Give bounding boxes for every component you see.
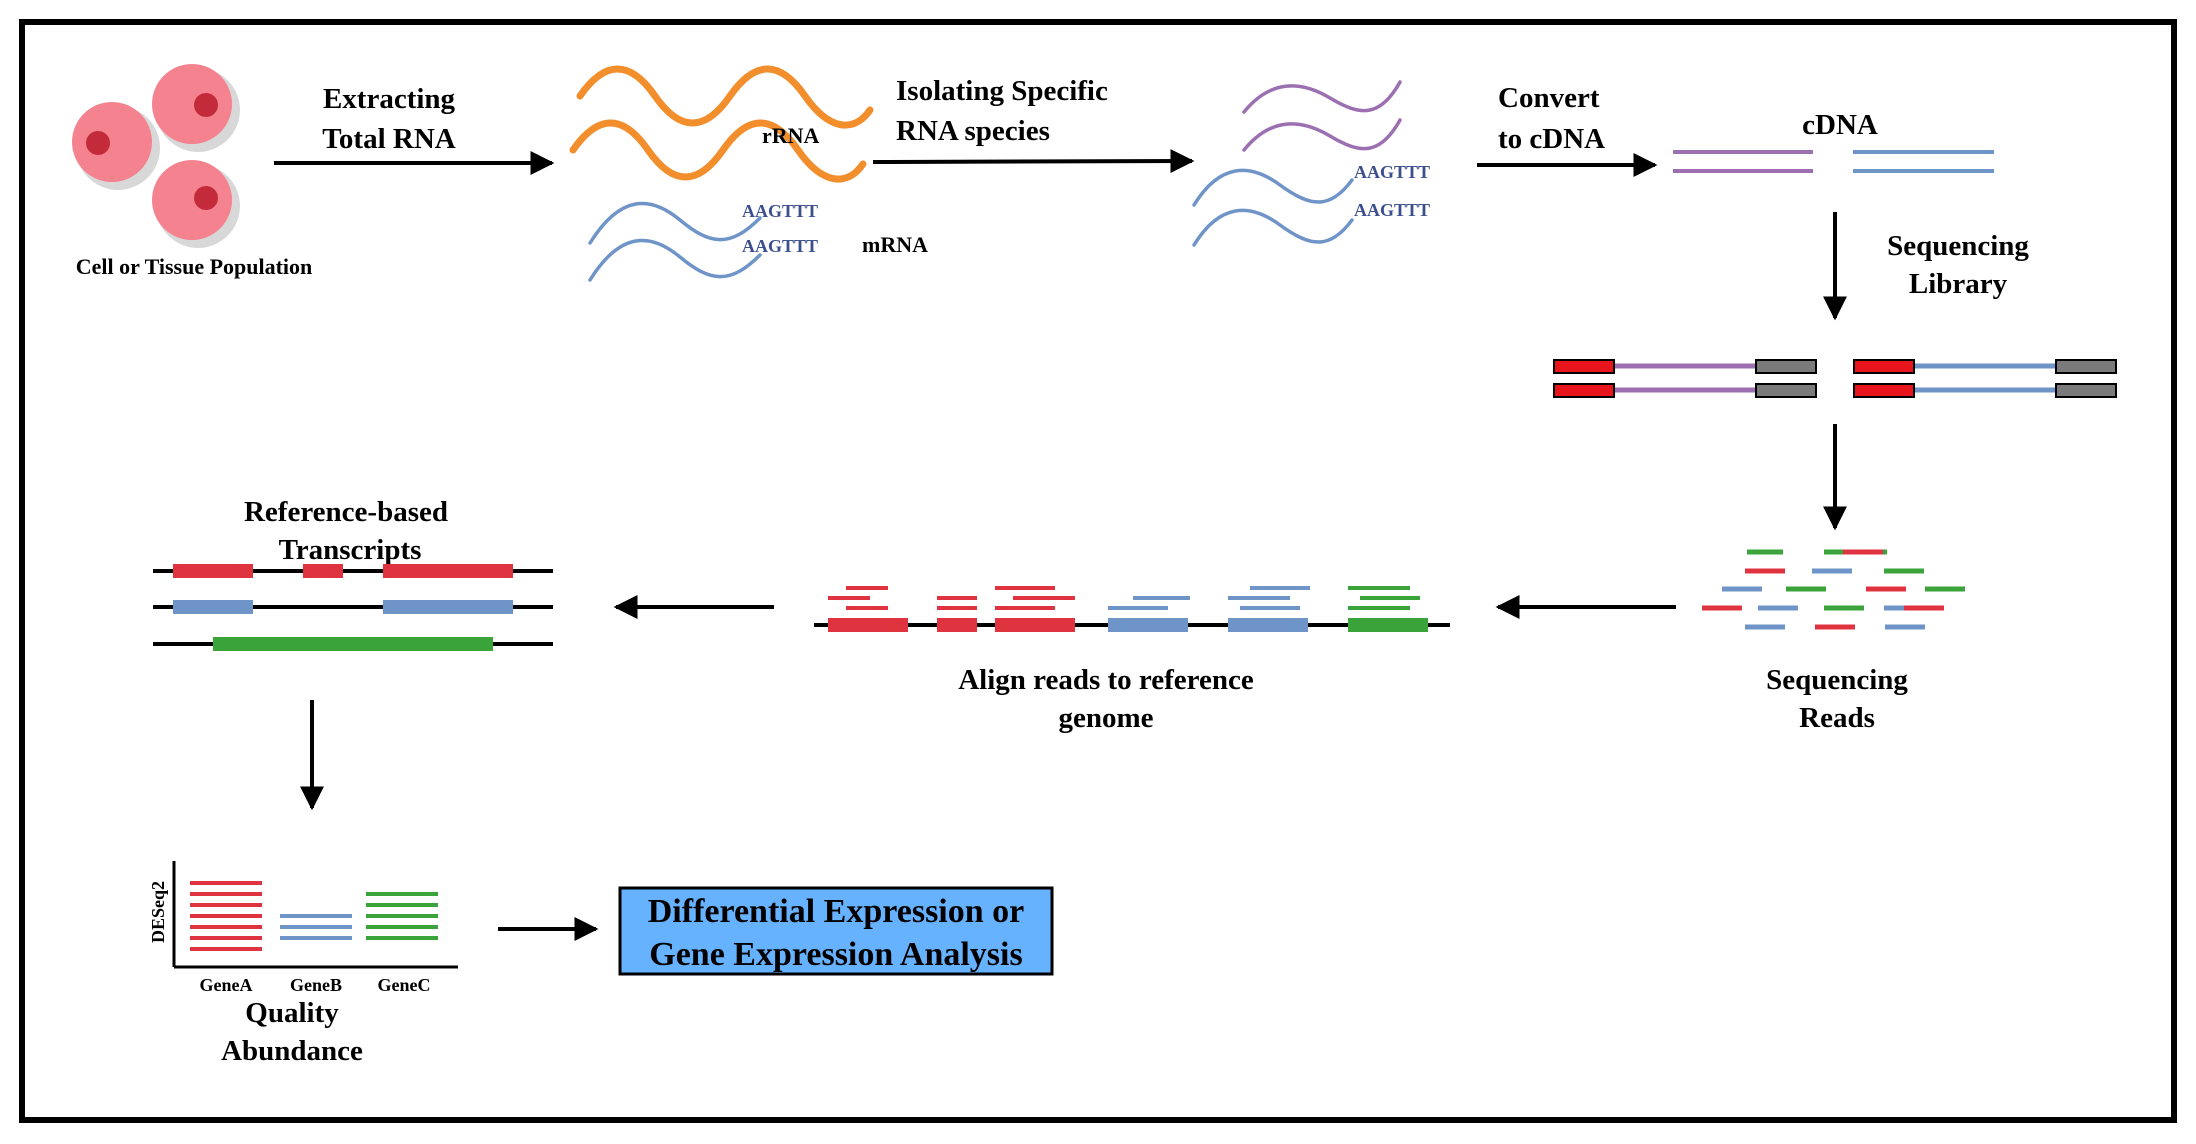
quantification-chart (172, 861, 458, 969)
reference-transcripts (153, 564, 553, 651)
cell-population-icon (72, 64, 240, 248)
arrow-isolate (872, 149, 1195, 174)
polya-tag-isolated-1: AAGTTT (1354, 162, 1430, 182)
convert-label-line2: to cDNA (1498, 123, 1605, 155)
chart-y-axis-label: DESeq2 (148, 881, 168, 943)
reads-label-line1: Sequencing (1766, 664, 1908, 696)
convert-label-line1: Convert (1498, 82, 1600, 114)
transcripts-label-line1: Reference-based (244, 496, 448, 528)
sequencing-reads (1702, 549, 1965, 630)
reads-label-line2: Reads (1799, 702, 1875, 734)
rrna-strands (569, 65, 874, 183)
quality-label-line2: Abundance (221, 1035, 363, 1067)
mrna-label: mRNA (862, 232, 928, 257)
analysis-box (618, 886, 1054, 976)
cdna-strands (1673, 150, 1994, 173)
align-label-line2: genome (1058, 702, 1153, 734)
rrna-label: rRNA (762, 123, 820, 148)
cdna-label: cDNA (1802, 109, 1878, 141)
polya-tag-isolated-2: AAGTTT (1354, 200, 1430, 220)
gene-b-label: GeneB (290, 975, 342, 995)
library-label-line1: Sequencing (1887, 230, 2029, 262)
mrna-strands (588, 201, 762, 282)
aligned-reads (814, 586, 1450, 632)
gene-c-label: GeneC (378, 975, 431, 995)
sequencing-library (1553, 359, 2117, 398)
extract-label-line2: Total RNA (322, 123, 456, 155)
analysis-box-line2: Gene Expression Analysis (649, 936, 1022, 973)
polya-tag-mrna-2: AAGTTT (742, 236, 818, 256)
library-label-line2: Library (1909, 268, 2008, 300)
isolate-label-line1: Isolating Specific (896, 75, 1108, 107)
extract-label-line1: Extracting (323, 83, 456, 115)
align-label-line1: Align reads to reference (958, 664, 1254, 696)
cell-population-label: Cell or Tissue Population (76, 254, 313, 279)
polya-tag-mrna-1: AAGTTT (742, 201, 818, 221)
gene-a-label: GeneA (200, 975, 253, 995)
isolate-label-line2: RNA species (896, 115, 1050, 147)
quality-label-line1: Quality (245, 997, 339, 1029)
analysis-box-line1: Differential Expression or (648, 893, 1025, 930)
transcripts-label-line2: Transcripts (279, 534, 422, 566)
isolated-mrna-strands (1192, 168, 1354, 247)
purple-strands (1242, 80, 1402, 152)
